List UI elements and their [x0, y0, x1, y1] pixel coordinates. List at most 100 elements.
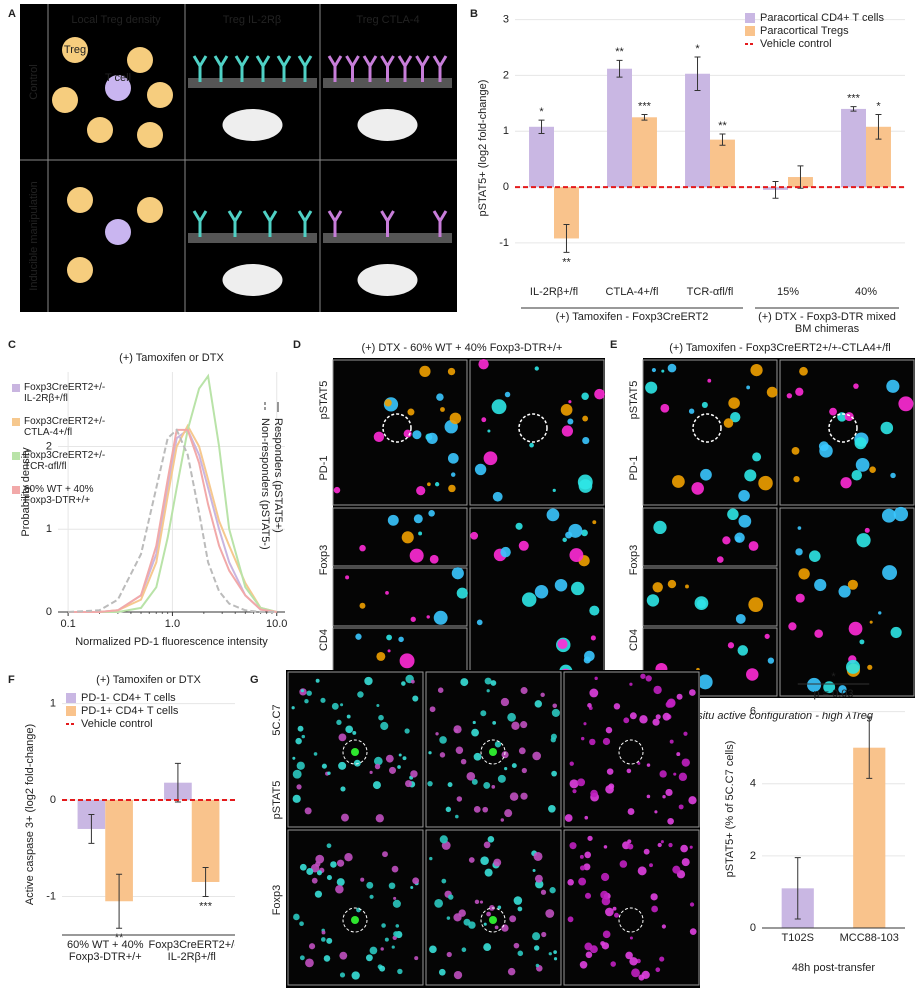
cell: [672, 475, 685, 488]
cell: [653, 520, 667, 535]
cell: [534, 874, 543, 883]
cell: [645, 381, 658, 394]
cell: [483, 781, 491, 789]
cell: [659, 956, 665, 962]
cell: [723, 418, 734, 428]
x-tick-label-box: TCR-αfl/fl: [687, 286, 734, 298]
cell: [856, 533, 871, 548]
cell: [667, 579, 677, 589]
cell: [589, 688, 599, 698]
cell: [472, 720, 476, 725]
legend-label: Paracortical CD4+ T cells: [760, 12, 885, 24]
cell: [385, 754, 394, 763]
cell: [569, 779, 579, 789]
cell: [306, 868, 314, 875]
cell: [641, 970, 650, 979]
cell: [557, 638, 568, 650]
cell: [384, 399, 392, 407]
cell: [429, 856, 433, 861]
cell: [613, 912, 620, 918]
cell: [500, 546, 511, 558]
cell: [553, 957, 558, 961]
cell: [418, 531, 423, 536]
schematic-bg: [20, 4, 457, 312]
legend-label: PD-1+ CD4+ T cells: [81, 705, 179, 717]
cell: [338, 733, 347, 742]
cell: [838, 585, 851, 598]
cell: [438, 968, 446, 976]
cell: [515, 522, 523, 530]
cell: [446, 951, 452, 958]
cell: [412, 430, 422, 440]
cell: [357, 691, 364, 698]
panel-label: F: [8, 674, 15, 686]
cell: [474, 899, 480, 905]
cell: [297, 725, 304, 732]
cell: [359, 602, 366, 609]
cell: [483, 451, 498, 466]
cell: [744, 469, 757, 482]
cell: [603, 845, 608, 849]
cell: [795, 548, 803, 556]
x-tick-label: 15%: [776, 286, 800, 298]
cell-label: Treg: [64, 44, 86, 56]
caption: In situ active configuration - high λTre…: [685, 710, 874, 722]
cell: [484, 868, 493, 877]
cell: [623, 717, 630, 724]
cell: [344, 853, 353, 862]
cell: [529, 442, 534, 448]
cell: [532, 932, 541, 941]
column-header: Local Treg density: [71, 14, 161, 26]
cell: [728, 397, 740, 409]
cell: [491, 399, 507, 415]
legend-swatch: [66, 693, 76, 703]
receptor: [213, 55, 229, 82]
cell: [380, 721, 389, 731]
cell: [426, 615, 430, 619]
cell: [486, 911, 491, 917]
cell: [689, 928, 697, 935]
cell: [579, 961, 588, 969]
cell: [567, 879, 574, 886]
y-tick-label: 1: [46, 523, 52, 535]
cell: [336, 878, 345, 887]
receptor: [276, 55, 292, 82]
bar: [607, 68, 632, 188]
cell: [517, 950, 524, 957]
cell: [859, 639, 865, 645]
cell: [315, 854, 325, 864]
cell: [652, 718, 660, 726]
image-tile: [332, 507, 468, 567]
cell: [691, 482, 704, 495]
cell: [501, 924, 509, 932]
cell: [497, 905, 502, 910]
tcell: [105, 75, 131, 101]
cell: [403, 429, 412, 438]
cell: [399, 653, 415, 669]
cell: [646, 794, 651, 799]
membrane: [323, 78, 452, 88]
cell: [455, 814, 459, 819]
x-tick-label: Foxp3CreERT2+/- IL-2Rβ+/fl: [148, 939, 236, 963]
cell: [295, 737, 302, 745]
cell: [385, 590, 389, 595]
annotation: Responders (pSTAT5+): [272, 418, 284, 533]
x-tick-label-box: 40%: [855, 286, 877, 298]
cell: [814, 578, 827, 592]
cell: [393, 931, 399, 937]
channel-label: Foxp3: [318, 545, 330, 576]
cell: [793, 475, 800, 483]
cell: [401, 531, 414, 544]
cell: [520, 721, 528, 729]
cell: [299, 955, 305, 961]
cell: [581, 392, 589, 400]
cell: [893, 506, 909, 522]
cell: [669, 739, 674, 744]
cell: [304, 807, 312, 815]
cell: [326, 843, 332, 849]
receptor: [262, 210, 278, 237]
cell: [584, 851, 592, 859]
cell: [651, 368, 656, 373]
cell: [594, 676, 598, 681]
cell: [386, 634, 393, 641]
